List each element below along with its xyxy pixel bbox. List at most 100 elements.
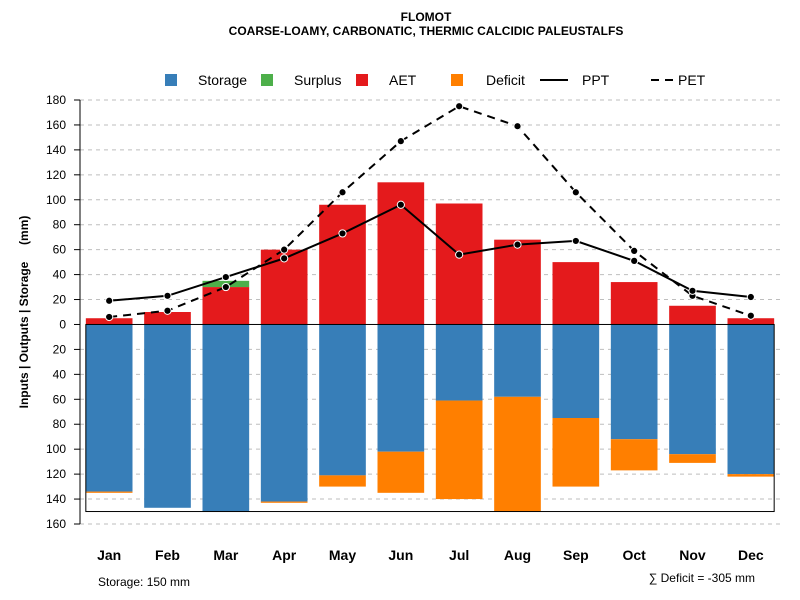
ppt-point (221, 272, 230, 282)
pet-point (455, 102, 464, 111)
y-tick-label: 20 (53, 342, 67, 356)
y-tick-label: 80 (53, 417, 67, 431)
legend-swatch-surplus (261, 74, 273, 86)
storage-bar (610, 324, 658, 440)
x-axis: Jan Feb Mar Apr May Jun Jul Aug Sep Oct Nov Dec (97, 547, 764, 563)
aet-bar (669, 305, 716, 325)
pet-point (163, 306, 172, 315)
pet-point (338, 188, 347, 197)
y-axis-label: Inputs | Outputs | Storage (mm) (17, 216, 31, 409)
aet-bar (319, 204, 366, 325)
y-tick-label: 0 (59, 317, 66, 331)
deficit-note: ∑ Deficit = -305 mm (649, 571, 755, 585)
deficit-bar (669, 454, 716, 463)
pet-point (746, 311, 755, 320)
x-tick-label: Nov (679, 547, 706, 563)
y-tick-label: 180 (46, 93, 66, 107)
x-tick-label: Jul (449, 547, 469, 563)
legend-swatch-aet (356, 74, 368, 86)
y-tick-label: 80 (53, 218, 67, 232)
aet-bar (494, 239, 541, 325)
deficit-bar (552, 418, 600, 487)
storage-bar (202, 324, 250, 512)
y-tick-label: 40 (53, 268, 67, 282)
y-tick-label: 120 (46, 467, 66, 481)
storage-bar (727, 324, 775, 475)
y-tick-label: 100 (46, 193, 66, 207)
storage-bar (319, 324, 366, 476)
ppt-point (163, 291, 172, 300)
legend-label-pet: PET (678, 72, 706, 88)
y-tick-label: 20 (53, 293, 67, 307)
y-tick-label: 60 (53, 243, 67, 257)
legend-label-aet: AET (389, 72, 417, 88)
pet-line (109, 105, 752, 318)
legend-label-surplus: Surplus (294, 72, 341, 88)
x-tick-label: Mar (213, 547, 238, 563)
ppt-point (688, 286, 697, 295)
deficit-bar (319, 475, 366, 487)
y-tick-label: 40 (53, 367, 67, 381)
chart-subtitle: COARSE-LOAMY, CARBONATIC, THERMIC CALCID… (229, 24, 624, 38)
legend-label-deficit: Deficit (486, 72, 525, 88)
x-tick-label: Apr (272, 547, 297, 563)
storage-bar (552, 324, 600, 418)
pet-point (396, 137, 405, 146)
aet-bar (435, 203, 483, 325)
x-tick-label: Jan (97, 547, 121, 563)
aet-bar (85, 318, 133, 325)
ppt-point (746, 292, 755, 302)
x-tick-label: Feb (155, 547, 180, 563)
deficit-bar (610, 439, 658, 471)
legend-swatch-deficit (451, 74, 463, 86)
y-tick-label: 120 (46, 168, 66, 182)
deficit-bar (377, 451, 425, 493)
aet-bar (610, 282, 658, 325)
legend-label-ppt: PPT (582, 72, 610, 88)
deficit-bar (260, 501, 308, 503)
legend-label-storage: Storage (198, 72, 247, 88)
pet-point (280, 245, 289, 254)
ppt-point (396, 200, 405, 209)
ppt-line (109, 203, 751, 302)
series-lines (105, 102, 755, 322)
pet-point (105, 312, 114, 322)
pet-point (221, 282, 230, 292)
deficit-bar (494, 396, 541, 512)
storage-capacity-frame (85, 323, 775, 513)
storage-bar (85, 324, 133, 492)
aet-bar (727, 318, 775, 325)
ppt-point (105, 296, 114, 305)
storage-note: Storage: 150 mm (98, 575, 190, 589)
x-tick-label: Sep (563, 547, 589, 563)
ppt-point (630, 256, 639, 265)
y-tick-label: 140 (46, 492, 66, 506)
ppt-point (338, 229, 347, 238)
deficit-bar (727, 474, 775, 477)
x-tick-label: Oct (622, 547, 646, 563)
chart-title: FLOMOT (401, 10, 452, 24)
aet-bar (144, 312, 191, 325)
pet-point (513, 122, 522, 131)
storage-bar (377, 324, 425, 452)
y-tick-label: 60 (53, 392, 67, 406)
ppt-point (455, 250, 464, 259)
legend-swatch-storage (165, 74, 177, 86)
x-tick-label: Dec (738, 547, 764, 563)
y-axis: 180 160 140 120 100 80 60 40 20 0 20 40 60 80 100 120 14… (46, 93, 81, 531)
deficit-bar (85, 491, 133, 493)
ppt-point (513, 240, 522, 249)
pet-point (571, 188, 580, 197)
pet-point (630, 246, 639, 255)
bars (85, 182, 775, 512)
ppt-point (571, 236, 580, 246)
legend: Storage Surplus AET Deficit PPT PET (165, 72, 706, 88)
deficit-bar (435, 400, 483, 500)
ppt-point (280, 254, 289, 263)
y-tick-label: 140 (46, 143, 66, 157)
storage-bar (144, 324, 191, 508)
y-tick-label: 100 (46, 442, 66, 456)
x-tick-label: Jun (388, 547, 413, 563)
storage-bar (435, 324, 483, 401)
